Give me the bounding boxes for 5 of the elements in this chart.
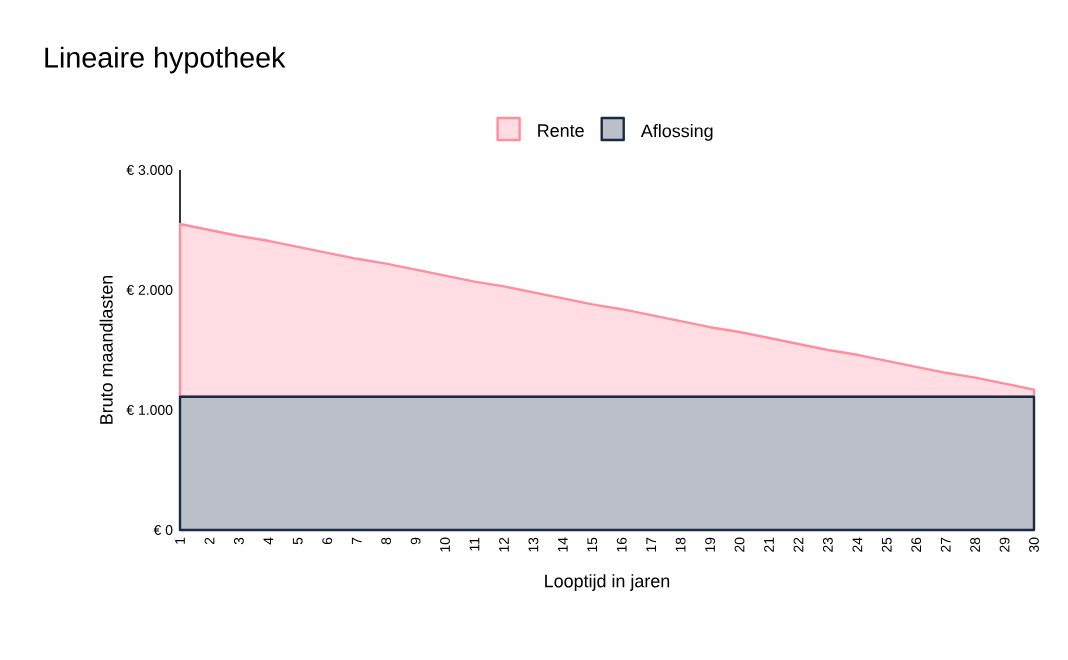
- legend-label: Rente: [538, 124, 584, 137]
- x-axis-title: Looptijd in jaren: [545, 574, 670, 591]
- chart-title: Lineaire hypotheek: [45, 46, 286, 74]
- legend-label: Aflossing: [640, 124, 713, 141]
- y-axis-title: Bruto maandlasten: [99, 275, 113, 424]
